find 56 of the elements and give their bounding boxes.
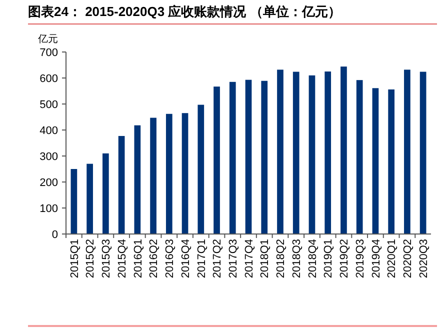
- bar: [340, 66, 347, 234]
- bar: [420, 72, 426, 234]
- x-tick-label: 2019Q3: [354, 239, 366, 278]
- x-tick-label: 2019Q1: [322, 239, 335, 278]
- x-tick-label: 2020Q3: [418, 239, 430, 278]
- y-tick-label: 600: [40, 72, 58, 85]
- bar: [292, 72, 300, 234]
- bar: [388, 89, 394, 234]
- bar: [229, 82, 236, 234]
- x-tick-label: 2016Q2: [148, 239, 160, 278]
- bar: [308, 75, 316, 234]
- y-tick-label: 200: [40, 176, 58, 189]
- x-tick-label: 2018Q3: [290, 239, 303, 278]
- x-tick-label: 2016Q1: [132, 239, 144, 278]
- bar: [261, 80, 268, 234]
- bar: [324, 72, 332, 234]
- x-tick-label: 2017Q1: [196, 239, 208, 278]
- x-tick-label: 2015Q2: [84, 239, 97, 278]
- bar: [134, 125, 141, 234]
- x-tick-label: 2018Q1: [259, 239, 272, 278]
- x-tick-label: 2018Q4: [306, 239, 319, 278]
- x-tick-label: 2020Q1: [386, 239, 398, 278]
- y-tick-label: 500: [40, 98, 58, 111]
- y-tick-label: 100: [40, 202, 58, 215]
- bar: [118, 136, 125, 234]
- chart-title: 图表24： 2015-2020Q3 应收账款情况 （单位：亿元）: [28, 4, 341, 19]
- bar: [70, 169, 78, 234]
- bar: [214, 86, 220, 234]
- bar: [150, 118, 156, 234]
- y-tick-label: 400: [40, 124, 58, 137]
- bar: [356, 80, 363, 234]
- x-tick-label: 2016Q3: [164, 239, 176, 278]
- bar: [198, 104, 204, 234]
- bar: [102, 153, 109, 234]
- x-tick-label: 2015Q1: [68, 239, 81, 278]
- bar: [182, 113, 188, 234]
- x-tick-label: 2016Q4: [180, 239, 192, 278]
- x-tick-label: 2017Q2: [212, 239, 224, 278]
- x-tick-label: 2018Q2: [275, 239, 288, 278]
- x-tick-label: 2017Q3: [227, 239, 240, 278]
- bar: [86, 164, 93, 234]
- bar: [404, 70, 410, 234]
- x-tick-label: 2019Q4: [370, 239, 382, 278]
- x-tick-label: 2015Q3: [100, 239, 113, 278]
- bar: [166, 114, 172, 234]
- bar: [277, 70, 284, 234]
- y-tick-label: 700: [40, 46, 58, 59]
- y-tick-label: 0: [52, 228, 58, 241]
- bar: [245, 80, 252, 234]
- y-axis-title: 亿元: [37, 34, 58, 45]
- x-tick-label: 2019Q2: [338, 239, 351, 278]
- x-tick-label: 2020Q2: [402, 239, 414, 278]
- x-tick-label: 2015Q4: [116, 239, 128, 278]
- x-tick-label: 2017Q4: [243, 239, 256, 278]
- bar: [372, 88, 379, 234]
- y-tick-label: 300: [40, 150, 58, 163]
